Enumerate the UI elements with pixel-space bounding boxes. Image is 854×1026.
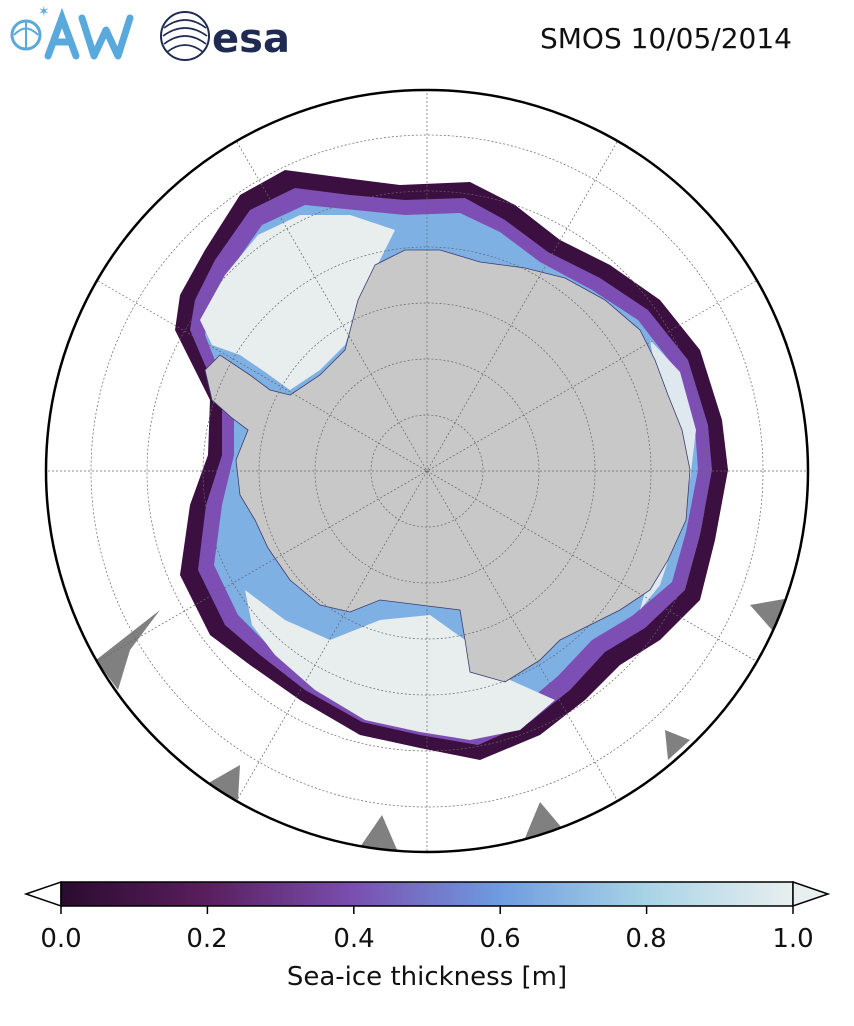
graticule	[46, 90, 808, 852]
antarctica-land	[204, 249, 691, 683]
esa-logo: esa	[160, 11, 290, 62]
colorbar	[23, 880, 831, 914]
colorbar-tick-labels: 0.0 0.2 0.4 0.6 0.8 1.0	[0, 920, 854, 960]
ice-thick-ross	[245, 590, 555, 740]
colorbar-tick-label: 1.0	[772, 924, 814, 954]
colorbar-tick-label: 0.4	[333, 924, 375, 954]
ice-thick-east	[640, 340, 696, 610]
svg-text:✶: ✶	[38, 4, 50, 20]
svg-text:esa: esa	[212, 16, 290, 62]
map-frame	[44, 88, 810, 854]
colorbar-gradient	[60, 881, 794, 907]
colorbar-tick-label: 0.0	[40, 924, 82, 954]
colorbar-under-arrow	[23, 880, 62, 908]
logo-bar: ✶ esa	[0, 0, 420, 80]
ice-thick-weddell	[200, 215, 395, 390]
colorbar-tick-label: 0.6	[479, 924, 521, 954]
colorbar-over-arrow	[792, 880, 831, 908]
no-data-patches	[96, 598, 790, 852]
map-title: SMOS 10/05/2014	[539, 22, 792, 55]
colorbar-tick-label: 0.8	[625, 924, 667, 954]
colorbar-tick-label: 0.2	[186, 924, 228, 954]
colorbar-label: Sea-ice thickness [m]	[286, 962, 568, 992]
awi-logo: ✶	[10, 4, 134, 60]
